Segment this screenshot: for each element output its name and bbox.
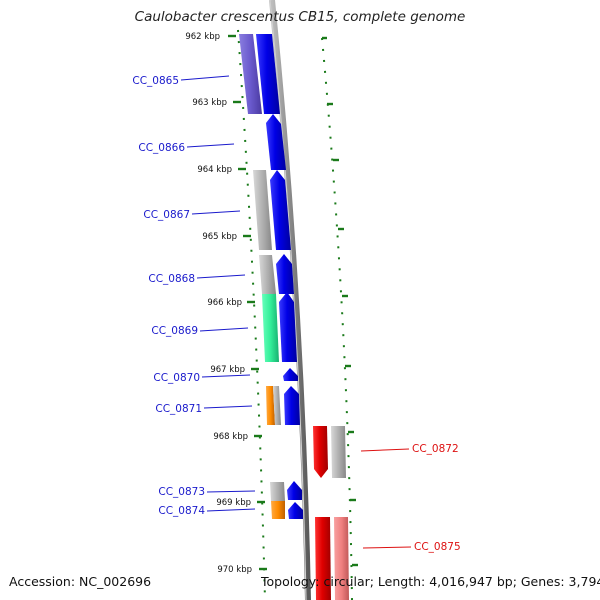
gene-arrow-cc0875[interactable] (315, 517, 331, 600)
inner-tick-ring (237, 29, 266, 600)
cog-bar-orange (271, 501, 285, 519)
gene-label[interactable]: CC_0869 (151, 325, 198, 337)
leader-line (206, 508, 256, 512)
cog-bar-gray (259, 255, 276, 294)
tick-label: 964 kbp (197, 165, 232, 175)
tick-label: 962 kbp (185, 32, 220, 42)
gene-label[interactable]: CC_0868 (148, 273, 195, 285)
gene-label[interactable]: CC_0873 (158, 486, 205, 498)
gene-label[interactable]: CC_0867 (143, 209, 190, 221)
accession-text: Accession: NC_002696 (9, 574, 152, 589)
cog-bar-gray (253, 170, 272, 250)
forward-genes (256, 34, 303, 519)
outer-tick-ring (321, 37, 353, 600)
cog-bar-gray (331, 426, 346, 478)
gene-arrow-cc0866[interactable] (266, 114, 286, 170)
leader-line (191, 210, 241, 215)
gene-arrow-cc0867[interactable] (270, 170, 291, 250)
cog-bar-green (262, 294, 279, 362)
major-ticks-outer (322, 36, 358, 567)
label-leaders (180, 75, 412, 549)
cog-track (239, 34, 349, 600)
tick-label: 970 kbp (217, 565, 252, 575)
tick-label: 968 kbp (213, 432, 248, 442)
gene-label[interactable]: CC_0865 (132, 75, 179, 87)
tick-label: 965 kbp (202, 232, 237, 242)
gene-arrow-cc0869[interactable] (279, 292, 297, 362)
map-title: Caulobacter crescentus CB15, complete ge… (134, 9, 466, 25)
leader-line (196, 274, 246, 279)
leader-line (362, 546, 412, 549)
gene-labels: CC_0865 CC_0866 CC_0867 CC_0868 CC_0869 … (132, 75, 460, 553)
topology-text: Topology: circular; Length: 4,016,947 bp… (261, 574, 600, 589)
leader-line (180, 75, 230, 81)
gene-arrow-cc0868[interactable] (276, 254, 294, 294)
leader-line (360, 448, 410, 452)
leader-line (186, 143, 235, 148)
tick-label: 969 kbp (216, 498, 251, 508)
gene-arrow-cc0872[interactable] (313, 426, 328, 478)
gene-label[interactable]: CC_0872 (412, 443, 459, 455)
tick-label: 966 kbp (207, 298, 242, 308)
cog-bar-purple (239, 34, 262, 114)
gene-arrow-cc0870[interactable] (283, 368, 298, 381)
kbp-tick-labels: 962 kbp 963 kbp 964 kbp 965 kbp 966 kbp … (185, 32, 252, 575)
major-ticks-inner (228, 34, 267, 571)
tick-label: 967 kbp (210, 365, 245, 375)
reverse-genes (313, 426, 331, 600)
gene-arrow-cc0865[interactable] (256, 34, 280, 114)
gene-label[interactable]: CC_0871 (155, 403, 202, 415)
cog-bar-orange (266, 386, 275, 425)
leader-line (206, 490, 256, 493)
leader-line (203, 405, 253, 409)
tick-label: 963 kbp (192, 98, 227, 108)
gene-arrow-cc0871[interactable] (284, 386, 300, 425)
genome-backbone-highlight (269, 0, 307, 600)
cog-bar-gray (273, 386, 281, 425)
gene-label[interactable]: CC_0870 (153, 372, 200, 384)
cog-bar-gray (270, 482, 285, 501)
gene-arrow-cc0874[interactable] (288, 502, 303, 519)
gene-label[interactable]: CC_0866 (138, 142, 185, 154)
gene-label[interactable]: CC_0874 (158, 505, 205, 517)
gene-label[interactable]: CC_0875 (414, 541, 461, 553)
leader-line (199, 327, 249, 332)
gene-arrow-cc0873[interactable] (287, 481, 302, 500)
leader-line (201, 374, 251, 378)
cog-bar-pink (334, 517, 349, 600)
genome-backbone (269, 0, 311, 600)
